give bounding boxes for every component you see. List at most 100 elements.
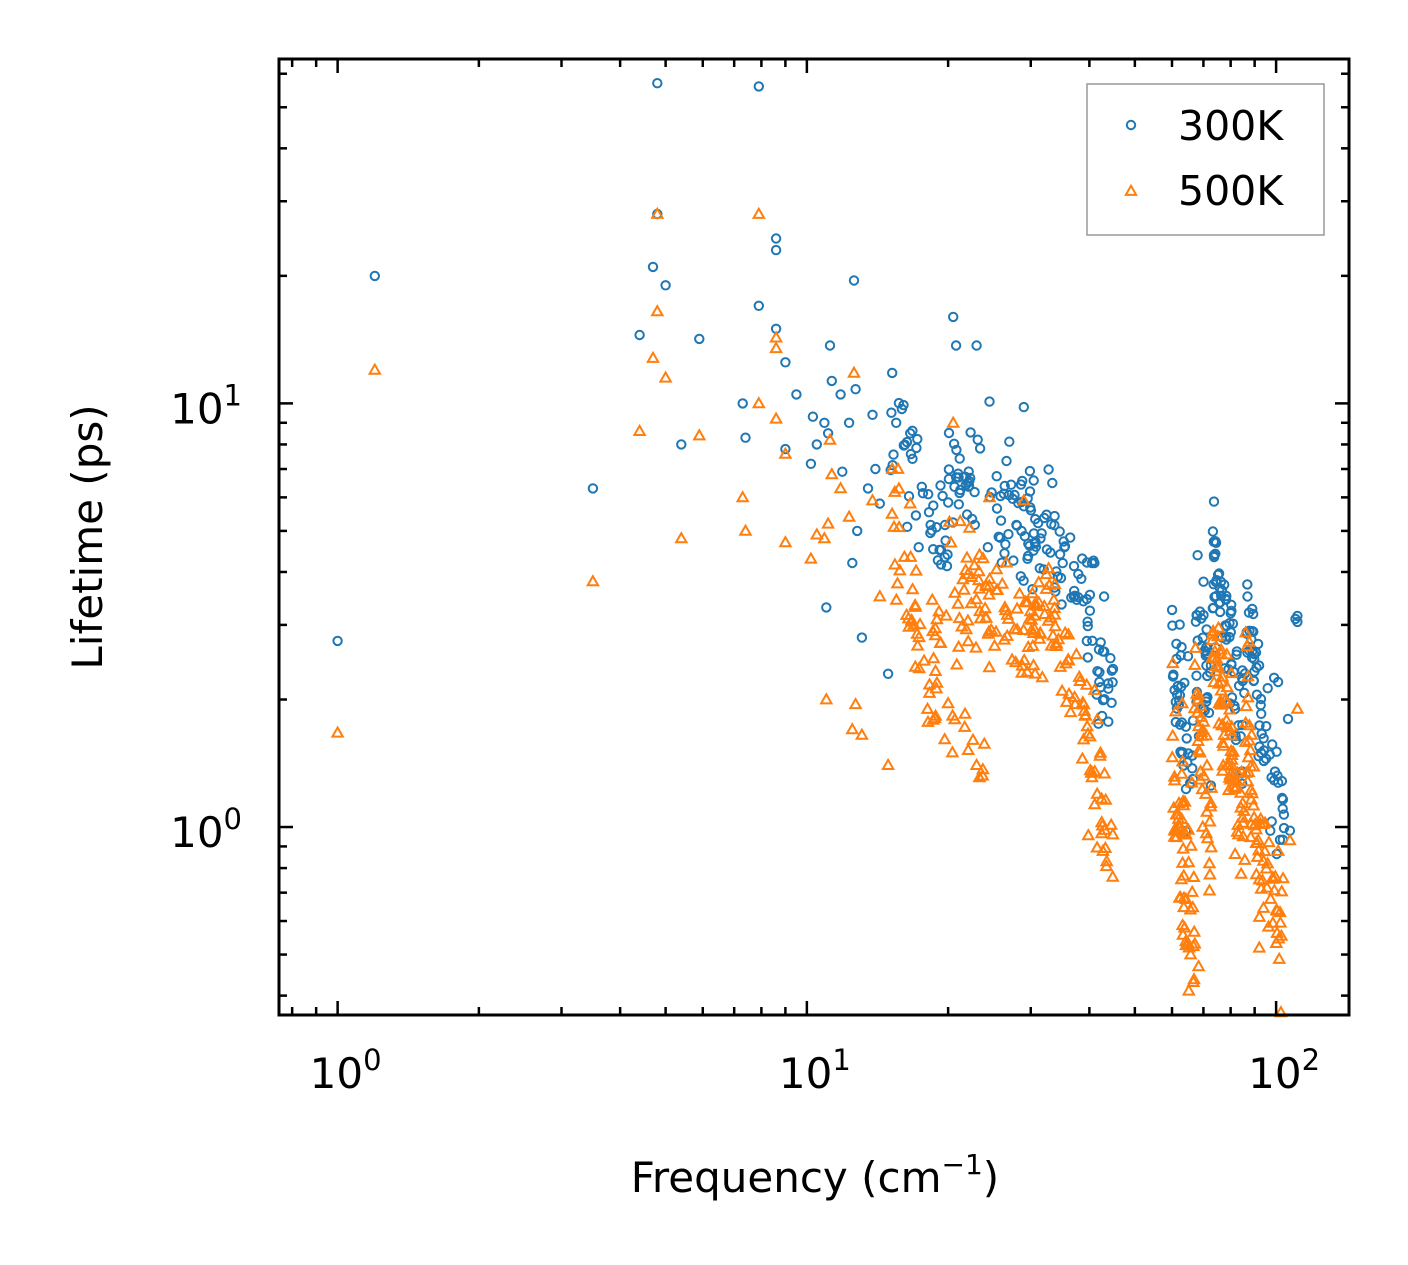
data-point — [1241, 764, 1256, 777]
data-point — [1030, 541, 1042, 552]
data-point — [867, 409, 878, 420]
data-point — [1256, 900, 1271, 913]
data-point — [1191, 688, 1206, 701]
data-point — [1267, 739, 1278, 750]
data-point — [1193, 698, 1208, 711]
y-axis-label: Lifetime (ps) — [63, 404, 112, 669]
data-point — [1186, 974, 1201, 987]
data-point — [751, 206, 766, 219]
data-point — [969, 592, 984, 605]
series-500k — [330, 206, 1305, 1018]
data-point — [1208, 664, 1223, 677]
data-point — [951, 639, 966, 652]
data-point — [1175, 696, 1190, 709]
data-point — [959, 622, 974, 635]
data-point — [1046, 628, 1060, 641]
data-point — [1181, 733, 1192, 744]
data-point — [1173, 819, 1188, 832]
data-point — [1165, 750, 1180, 763]
data-point — [1235, 810, 1250, 823]
data-point — [950, 340, 962, 351]
data-point — [1210, 548, 1221, 559]
data-point — [969, 640, 983, 653]
data-point — [1208, 658, 1223, 671]
data-point — [1007, 621, 1022, 634]
data-point — [1166, 604, 1178, 616]
legend: 300K 500K — [1086, 83, 1325, 236]
data-point — [991, 503, 1003, 514]
data-point — [1012, 586, 1027, 599]
data-point — [961, 742, 976, 755]
data-point — [932, 555, 944, 566]
data-point — [1024, 540, 1035, 551]
data-point — [939, 608, 954, 621]
data-point — [850, 384, 861, 395]
data-point — [887, 367, 898, 379]
data-point — [780, 357, 791, 368]
data-point — [1077, 553, 1088, 564]
data-point — [1179, 677, 1190, 688]
data-point — [1202, 814, 1217, 827]
data-point — [928, 708, 943, 721]
data-point — [1022, 550, 1034, 562]
data-point — [947, 585, 962, 598]
data-point — [1011, 519, 1022, 531]
data-point — [1231, 649, 1242, 660]
data-point — [1208, 496, 1220, 507]
data-point — [1039, 566, 1054, 580]
data-point — [925, 592, 940, 605]
data-point — [1053, 659, 1068, 672]
data-point — [1224, 665, 1239, 679]
data-point — [997, 632, 1012, 645]
data-point — [1244, 816, 1259, 829]
data-point — [847, 557, 858, 569]
data-point — [650, 304, 665, 317]
data-point — [1199, 826, 1214, 839]
data-point — [1236, 673, 1248, 684]
data-point — [979, 578, 994, 591]
data-point — [907, 453, 918, 464]
data-point — [1273, 904, 1287, 918]
data-point — [1176, 899, 1191, 913]
data-point — [948, 438, 960, 449]
data-point — [1246, 798, 1261, 811]
data-point — [898, 440, 909, 451]
data-point — [1192, 550, 1203, 561]
data-point — [891, 417, 902, 428]
data-point — [912, 433, 923, 445]
data-point — [1182, 651, 1194, 662]
data-point — [1206, 623, 1221, 636]
data-point — [995, 532, 1006, 543]
data-point — [887, 557, 902, 570]
data-point — [852, 525, 863, 537]
data-point — [928, 663, 943, 676]
data-point — [1258, 755, 1270, 767]
data-point — [807, 411, 819, 422]
data-point — [658, 370, 673, 383]
data-point — [969, 757, 984, 770]
data-point — [890, 576, 905, 589]
data-point — [925, 623, 940, 637]
data-point — [923, 507, 935, 518]
data-point — [1181, 936, 1196, 949]
data-point — [1062, 686, 1076, 699]
data-point — [930, 675, 944, 688]
data-point — [634, 329, 645, 341]
data-point — [946, 415, 961, 428]
data-point — [1260, 856, 1275, 869]
data-point — [819, 692, 834, 705]
data-point — [1243, 742, 1258, 756]
data-point — [819, 417, 830, 428]
data-point — [1005, 479, 1017, 490]
data-point — [941, 560, 953, 572]
data-point — [1199, 728, 1214, 741]
data-point — [964, 596, 979, 609]
data-point — [737, 398, 748, 409]
data-point — [769, 340, 784, 354]
data-point — [1234, 866, 1249, 879]
data-point — [1097, 646, 1109, 657]
data-point — [1055, 683, 1070, 696]
data-point — [848, 696, 863, 710]
data-point — [978, 601, 993, 614]
data-point — [1054, 526, 1065, 537]
